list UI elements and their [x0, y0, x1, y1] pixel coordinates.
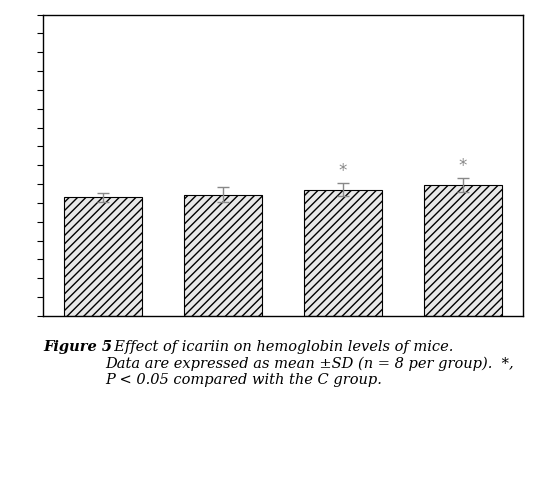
Text: *: * [459, 157, 467, 175]
Text: . Effect of icariin on hemoglobin levels of mice.
Data are expressed as mean ±SD: . Effect of icariin on hemoglobin levels… [105, 340, 514, 387]
Bar [184, 195, 262, 316]
Text: *: * [338, 162, 347, 180]
Text: Figure 5: Figure 5 [43, 340, 112, 354]
Bar [304, 190, 382, 316]
Bar [64, 197, 142, 316]
Bar [424, 185, 502, 316]
